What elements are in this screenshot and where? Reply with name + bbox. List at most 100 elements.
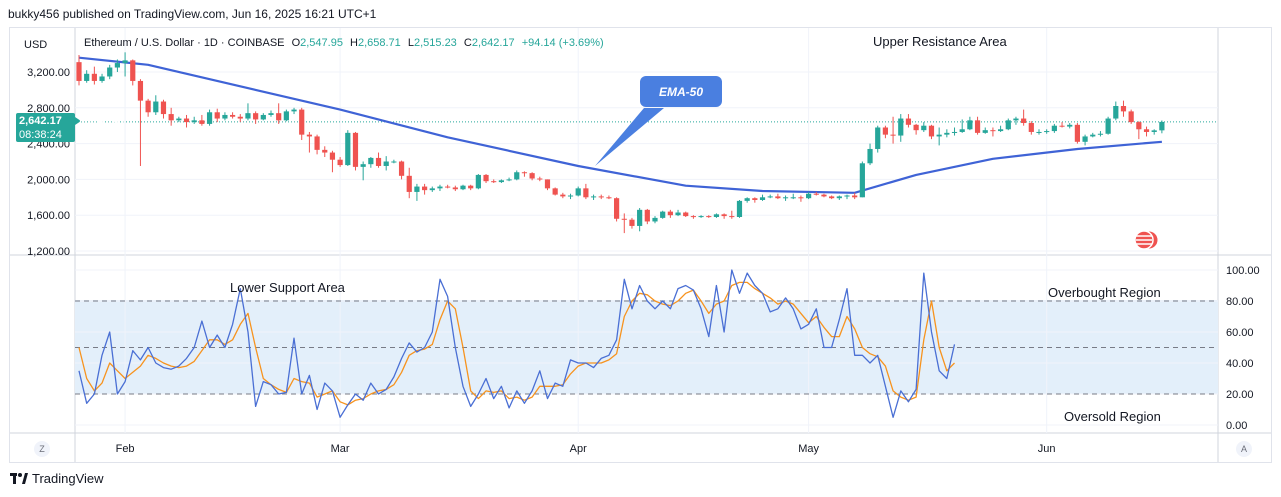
candle-body — [998, 129, 1004, 132]
candle-body — [352, 132, 359, 167]
candle — [1082, 134, 1088, 146]
candle-body — [806, 193, 812, 199]
lower-support-label: Lower Support Area — [230, 280, 346, 295]
ema-callout-pointer — [595, 108, 664, 166]
candle — [483, 174, 489, 183]
last-price-symbol: ETHUSD — [79, 116, 124, 128]
last-price-tag-arrow — [75, 117, 81, 125]
candle — [206, 109, 213, 126]
candle-body — [859, 163, 865, 198]
candle-body — [1151, 130, 1157, 132]
candle-body — [1128, 111, 1134, 123]
candle-body — [567, 195, 574, 197]
candle-body — [1051, 125, 1057, 132]
candle-body — [698, 216, 704, 218]
candle-body — [790, 197, 796, 199]
candle — [521, 171, 528, 177]
candle-body — [683, 212, 689, 217]
candle-body — [1074, 124, 1080, 142]
candle — [1013, 116, 1019, 125]
candle — [836, 195, 842, 200]
candle — [590, 194, 597, 200]
time-tick-label: Mar — [331, 443, 350, 455]
candle-body — [191, 120, 197, 123]
candle — [230, 112, 236, 119]
chart-frame — [9, 27, 1272, 463]
candle-body — [1143, 129, 1150, 132]
candle — [107, 64, 113, 80]
candle-body — [245, 113, 251, 119]
candle — [1128, 109, 1134, 124]
candle — [798, 195, 804, 202]
candle-body — [821, 194, 827, 197]
candle — [137, 79, 144, 166]
price-tick-label: 1,200.00 — [27, 246, 70, 258]
auto-scale-button[interactable]: A — [1236, 441, 1252, 457]
candle-body — [398, 161, 405, 176]
candle-body — [537, 178, 543, 180]
candle-body — [1159, 121, 1165, 131]
candle-body — [206, 112, 213, 124]
candle-body — [590, 196, 597, 198]
candle — [875, 125, 881, 153]
candle — [168, 107, 174, 126]
time-tick-label: Jun — [1038, 443, 1056, 455]
candle — [1097, 131, 1104, 137]
candle — [560, 192, 566, 199]
price-tick-label: 2,000.00 — [27, 174, 70, 186]
candle — [882, 125, 888, 139]
candle — [1136, 121, 1142, 140]
candle-body — [237, 116, 243, 119]
candle-body — [905, 118, 912, 125]
candle-body — [145, 100, 151, 113]
candle-body — [483, 174, 489, 182]
candle — [322, 146, 328, 158]
candle-body — [813, 193, 819, 195]
candle — [752, 197, 758, 203]
candle — [598, 194, 604, 200]
candle-body — [329, 152, 336, 160]
candle-body — [990, 130, 996, 132]
candle — [368, 157, 374, 168]
us-flag-icon[interactable] — [1134, 230, 1159, 250]
candle — [859, 161, 865, 198]
candle — [944, 129, 950, 138]
candle-body — [890, 134, 896, 136]
h-value: 2,658.71 — [358, 37, 401, 49]
candle — [214, 108, 220, 123]
candle — [905, 114, 912, 128]
candle — [176, 116, 182, 123]
candle — [314, 134, 320, 155]
candle-body — [852, 195, 858, 198]
candle-body — [637, 209, 643, 226]
candle-body — [867, 148, 873, 164]
candle — [498, 179, 504, 183]
candle — [398, 160, 405, 180]
candle — [491, 179, 497, 183]
change-value: +94.14 (+3.69%) — [522, 37, 604, 49]
ema-layer — [78, 56, 1162, 194]
candle — [122, 52, 128, 77]
candle — [91, 66, 97, 85]
candle-body — [1028, 123, 1034, 132]
candles-layer — [76, 52, 1165, 234]
candle — [191, 116, 197, 124]
candle — [276, 103, 282, 124]
candle — [544, 179, 551, 191]
candle-body — [437, 186, 443, 189]
overbought-label: Overbought Region — [1048, 285, 1161, 300]
candle — [1074, 123, 1080, 144]
o-label: O — [292, 37, 301, 49]
candle-body — [798, 197, 804, 199]
candle-body — [521, 172, 528, 174]
candle-body — [575, 188, 581, 196]
candle — [360, 161, 366, 181]
candle-body — [1090, 134, 1096, 137]
candle — [736, 199, 743, 218]
candle — [414, 183, 420, 201]
candle-body — [921, 125, 927, 131]
log-scale-toggle-button[interactable]: Z — [34, 441, 50, 457]
candle-body — [84, 73, 90, 81]
candle — [268, 110, 274, 117]
